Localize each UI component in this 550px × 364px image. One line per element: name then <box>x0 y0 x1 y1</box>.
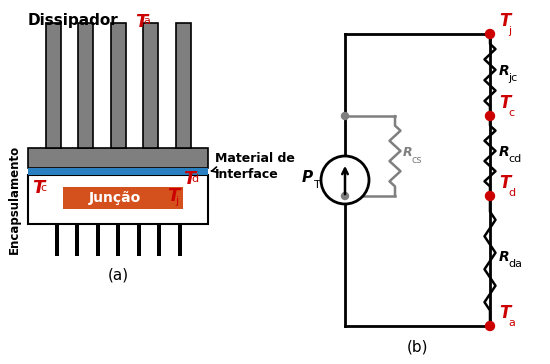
Text: Dissipador: Dissipador <box>28 13 119 28</box>
Text: T: T <box>499 174 510 192</box>
Text: (a): (a) <box>107 268 129 283</box>
Text: cd: cd <box>508 154 521 164</box>
Bar <box>178 224 182 256</box>
Bar <box>116 224 120 256</box>
Bar <box>54 224 58 256</box>
Text: j: j <box>175 196 178 206</box>
Text: Junção: Junção <box>89 191 141 205</box>
Circle shape <box>342 112 349 119</box>
Text: jc: jc <box>508 73 517 83</box>
Bar <box>96 224 100 256</box>
Text: d: d <box>191 174 198 184</box>
Bar <box>111 23 125 148</box>
Text: cs: cs <box>411 155 421 165</box>
Circle shape <box>486 191 494 201</box>
Circle shape <box>322 157 368 203</box>
Text: T: T <box>167 187 179 205</box>
Text: T: T <box>314 180 321 190</box>
Bar <box>136 224 140 256</box>
Text: a: a <box>508 318 515 328</box>
Text: T: T <box>183 170 195 188</box>
Bar <box>46 23 60 148</box>
Bar <box>28 168 208 175</box>
Text: T: T <box>135 13 147 31</box>
Text: Encapsulamento: Encapsulamento <box>8 145 20 254</box>
Text: T: T <box>499 304 510 322</box>
Bar <box>157 224 161 256</box>
Text: T: T <box>32 179 44 197</box>
Text: R: R <box>403 146 412 158</box>
Bar <box>78 23 93 148</box>
Text: j: j <box>508 26 511 36</box>
Circle shape <box>486 321 494 331</box>
Bar <box>175 23 190 148</box>
Bar <box>75 224 79 256</box>
Text: Material de
Interface: Material de Interface <box>215 152 295 181</box>
Text: R: R <box>499 64 510 78</box>
Text: R: R <box>499 145 510 159</box>
Text: T: T <box>499 94 510 112</box>
Text: P: P <box>302 170 313 186</box>
Circle shape <box>486 111 494 120</box>
Circle shape <box>486 29 494 39</box>
Text: a: a <box>143 16 150 26</box>
Bar <box>28 175 208 224</box>
Text: da: da <box>508 259 522 269</box>
Text: R: R <box>499 250 510 264</box>
Text: T: T <box>499 12 510 30</box>
Text: c: c <box>40 183 46 193</box>
Bar <box>28 148 208 168</box>
Text: (b): (b) <box>407 339 428 354</box>
Bar <box>143 23 158 148</box>
Text: d: d <box>508 188 515 198</box>
Text: c: c <box>508 108 514 118</box>
Bar <box>63 187 183 209</box>
Circle shape <box>342 193 349 199</box>
